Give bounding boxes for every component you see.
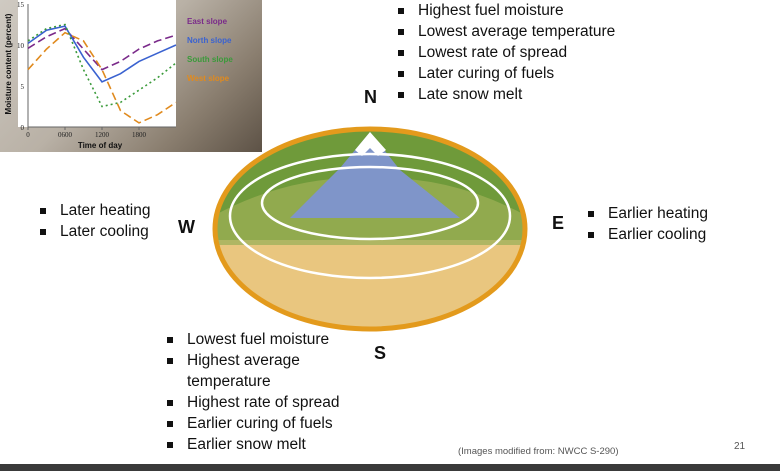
slope-illustration	[212, 126, 528, 332]
south-bullet-list: Lowest fuel moisture Highest average tem…	[165, 329, 340, 455]
east-bullet-list: Earlier heating Earlier cooling	[586, 203, 708, 245]
y-axis-label: Moisture content (percent)	[4, 13, 13, 114]
north-label: N	[364, 87, 377, 107]
y-tick-label: 10	[17, 42, 25, 50]
south-bullet: Highest rate of spread	[165, 392, 340, 413]
west-bullet-list: Later heating Later cooling	[38, 200, 151, 242]
south-label: S	[374, 343, 387, 363]
x-axis-label: Time of day	[78, 141, 123, 150]
series-line-south-slope	[27, 23, 177, 108]
legend-label: West slope	[187, 74, 230, 83]
dry-grass-area	[215, 245, 525, 329]
series-line-north-slope	[27, 25, 177, 83]
north-bullet: Later curing of fuels	[396, 63, 615, 84]
west-label: W	[178, 217, 195, 237]
west-bullet: Later heating	[38, 200, 151, 221]
west-bullet: Later cooling	[38, 221, 151, 242]
east-bullet: Earlier cooling	[586, 224, 708, 245]
north-bullet: Late snow melt	[396, 84, 615, 105]
inner-ring	[260, 165, 480, 241]
south-bullet: Earlier snow melt	[165, 434, 340, 455]
east-label: E	[552, 213, 565, 233]
north-bullet-list: Highest fuel moisture Lowest average tem…	[396, 0, 615, 105]
x-tick-label: 0600	[58, 131, 73, 139]
south-bullet: Lowest fuel moisture	[165, 329, 340, 350]
legend-label: South slope	[187, 55, 233, 64]
moisture-chart-svg: 0 5 10 15 0 0600 1200 1800 Moisture content (p…	[4, 0, 233, 150]
legend-label: North slope	[187, 36, 232, 45]
ellipse-border	[212, 126, 528, 332]
south-bullet: Earlier curing of fuels	[165, 413, 340, 434]
north-bullet: Highest fuel moisture	[396, 0, 615, 21]
x-tick-label: 0	[26, 131, 30, 139]
outer-ring	[228, 152, 512, 280]
image-credit: (Images modified from: NWCC S-290)	[458, 446, 619, 457]
y-tick-label: 15	[17, 1, 25, 9]
bottom-bar	[0, 464, 780, 471]
mountain	[290, 132, 460, 218]
x-tick-label: 1200	[95, 131, 110, 139]
series-line-west-slope	[27, 31, 177, 124]
moisture-chart: 0 5 10 15 0 0600 1200 1800 Moisture content (p…	[0, 0, 262, 152]
snow-cap	[355, 132, 386, 156]
legend-label: East slope	[187, 17, 228, 26]
series-line-east-slope	[27, 27, 177, 71]
north-bullet: Lowest average temperature	[396, 21, 615, 42]
south-bullet: Highest average temperature	[165, 350, 340, 392]
y-tick-label: 5	[21, 83, 25, 91]
east-bullet: Earlier heating	[586, 203, 708, 224]
north-bullet: Lowest rate of spread	[396, 42, 615, 63]
y-tick-label: 0	[21, 124, 25, 132]
page-number: 21	[734, 441, 746, 452]
x-tick-label: 1800	[132, 131, 147, 139]
